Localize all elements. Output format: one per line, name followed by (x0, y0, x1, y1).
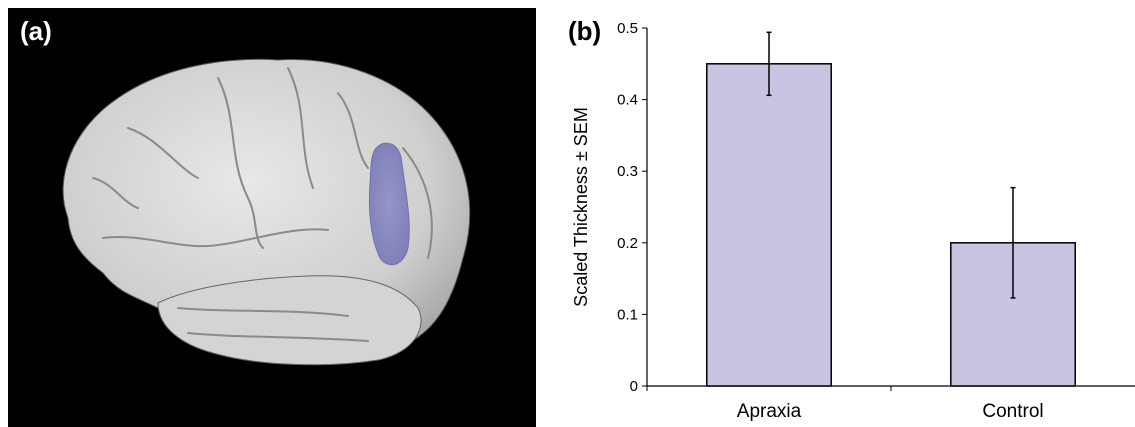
sulci-lines (92, 67, 433, 342)
y-tick-label: 0.3 (617, 163, 638, 180)
y-tick-label: 0.5 (617, 20, 638, 37)
temporal-lobe (157, 275, 422, 366)
brain-render-panel: (a) (8, 8, 536, 427)
brain-surface-image (62, 58, 471, 366)
bar-apraxia (706, 63, 832, 387)
x-tick-label-apraxia: Apraxia (737, 401, 802, 422)
y-axis-label: Scaled Thickness ± SEM (571, 107, 591, 307)
y-tick-label: 0.4 (617, 92, 638, 109)
x-tick-label-control: Control (982, 401, 1043, 422)
y-tick-label: 0.2 (617, 235, 638, 252)
panel-b-label: (b) (568, 16, 602, 46)
y-tick-label: 0 (630, 378, 638, 395)
highlighted-region (368, 142, 410, 266)
y-tick-label: 0.1 (617, 306, 638, 323)
panel-a-label: (a) (20, 16, 52, 46)
